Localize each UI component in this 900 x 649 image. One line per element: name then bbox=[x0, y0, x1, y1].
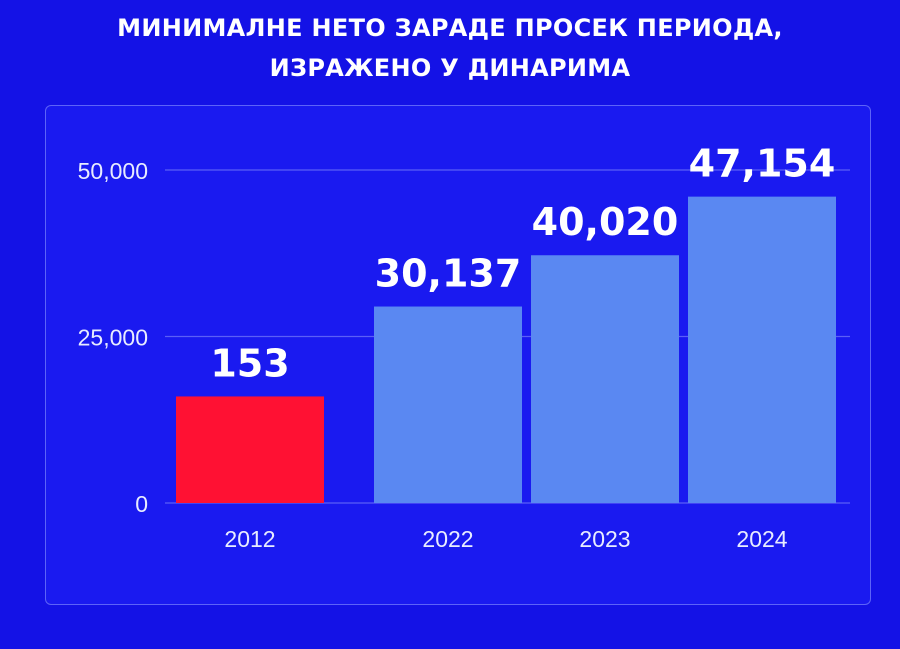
x-tick-label-2012: 2012 bbox=[224, 526, 275, 552]
chart-title-line-2: ИЗРАЖЕНО У ДИНАРИМА bbox=[269, 54, 631, 82]
chart-title-line-1: МИНИМАЛНЕ НЕТО ЗАРАДЕ ПРОСЕК ПЕРИОДА, bbox=[117, 14, 783, 42]
y-tick-label-0: 0 bbox=[135, 491, 148, 517]
x-tick-label-2024: 2024 bbox=[736, 526, 787, 552]
bar-2022 bbox=[374, 306, 522, 503]
y-tick-label-2: 50,000 bbox=[78, 158, 148, 184]
x-tick-label-2022: 2022 bbox=[422, 526, 473, 552]
bar-2012 bbox=[176, 396, 324, 503]
x-tick-label-2023: 2023 bbox=[579, 526, 630, 552]
data-label-2022: 30,137 bbox=[375, 252, 522, 296]
data-label-2024: 47,154 bbox=[689, 142, 836, 186]
bar-2023 bbox=[531, 255, 679, 503]
chart-title: МИНИМАЛНЕ НЕТО ЗАРАДЕ ПРОСЕК ПЕРИОДА, ИЗ… bbox=[0, 8, 900, 88]
bar-2024 bbox=[688, 196, 836, 503]
data-label-2012: 153 bbox=[210, 341, 289, 385]
y-tick-label-1: 25,000 bbox=[78, 325, 148, 351]
data-label-2023: 40,020 bbox=[532, 200, 679, 244]
